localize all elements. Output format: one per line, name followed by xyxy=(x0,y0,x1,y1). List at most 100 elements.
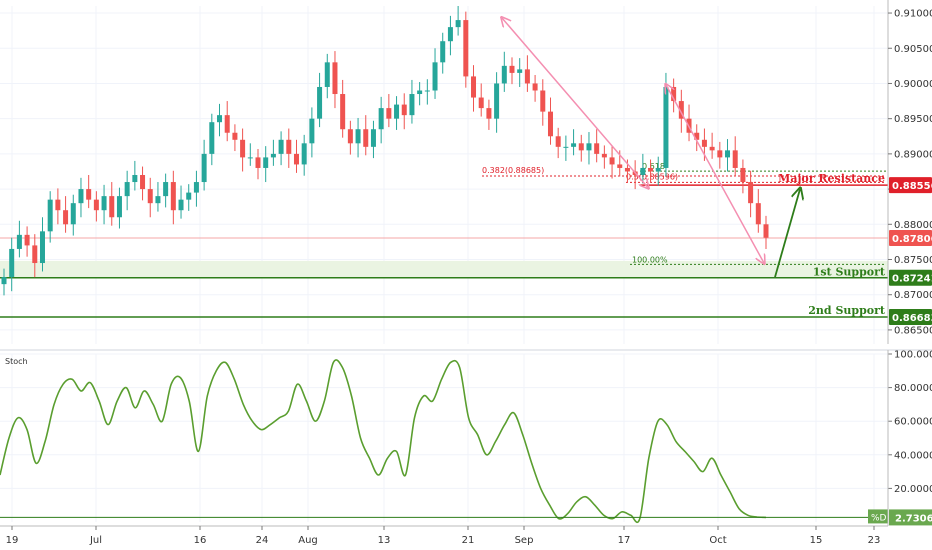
candle-body xyxy=(424,90,430,92)
candle-body xyxy=(555,136,561,147)
support-1-price-tag: 0.87241 xyxy=(889,269,932,286)
candle-body xyxy=(494,83,500,119)
candle-body xyxy=(655,167,661,172)
date-tick-label: 24 xyxy=(256,535,269,546)
stochastic-grid xyxy=(0,353,888,522)
date-tick-label: 21 xyxy=(462,535,475,546)
candle-body xyxy=(109,196,115,218)
support-2-tag-bg xyxy=(889,309,932,326)
major-resistance-label: Major Resistance xyxy=(778,172,885,185)
stochastic-tick-label: 20.0000 xyxy=(894,484,932,495)
candle-body xyxy=(455,20,461,28)
candle-body xyxy=(317,86,323,119)
price-panel[interactable]: 0.382(0.88685) 0.5(0.88596)0.618 100.00% M… xyxy=(0,6,888,344)
date-tick-label: 19 xyxy=(6,535,19,546)
candle-body xyxy=(32,245,38,264)
stochastic-tick-label: 40.0000 xyxy=(894,450,932,461)
candle-body xyxy=(209,122,215,154)
candle-body xyxy=(340,94,346,130)
current-tag-bg xyxy=(889,229,932,246)
candle-body xyxy=(16,234,22,249)
candle-body xyxy=(709,146,715,151)
date-tick-label: 23 xyxy=(868,535,881,546)
candle-body xyxy=(701,139,707,147)
candle-body xyxy=(270,153,276,158)
candle-body xyxy=(170,182,176,211)
candle-body xyxy=(717,150,723,158)
candle-body xyxy=(147,189,153,204)
price-tick-label: 0.86500 xyxy=(894,325,932,336)
current-price-tag: 0.87806 xyxy=(889,229,932,246)
date-tick-label: Aug xyxy=(298,535,318,546)
stochastic-series-tag-bg xyxy=(868,509,888,524)
candle-body xyxy=(463,20,469,77)
candle-body xyxy=(116,196,122,218)
candle-body xyxy=(624,167,630,172)
candle-body xyxy=(163,182,169,197)
stochastic-tick-label: 100.0000 xyxy=(894,350,932,361)
date-tick-label: Jul xyxy=(89,535,102,546)
candle-body xyxy=(9,248,15,278)
price-tick-label: 0.89500 xyxy=(894,114,932,125)
price-axis[interactable]: 0.91000 0.90500 0.90000 0.89500 0.89000 0.885… xyxy=(887,0,932,344)
fib-level-label: 0.382(0.88685) xyxy=(482,166,544,175)
candle-body xyxy=(332,62,338,95)
resistance-tag-bg xyxy=(889,177,932,194)
candle-body xyxy=(725,150,731,158)
candle-body xyxy=(293,153,299,165)
candle-body xyxy=(224,115,230,133)
candle-body xyxy=(663,86,669,168)
candle-body xyxy=(140,175,146,190)
price-tick-label: 0.87500 xyxy=(894,255,932,266)
candle-body xyxy=(286,139,292,154)
candle-body xyxy=(440,41,446,63)
candle-body xyxy=(232,132,238,140)
candle-body xyxy=(178,199,184,211)
candle-body xyxy=(78,189,84,204)
candle-body xyxy=(301,143,307,165)
candle-body xyxy=(347,129,353,144)
price-tick-label: 0.88000 xyxy=(894,220,932,231)
candle-body xyxy=(55,199,61,211)
candle-body xyxy=(471,76,477,98)
stochastic-tick-label: 60.0000 xyxy=(894,417,932,428)
candle-body xyxy=(324,62,330,87)
candle-body xyxy=(370,129,376,147)
candle-body xyxy=(509,65,515,73)
date-tick-label: Oct xyxy=(709,535,726,546)
date-tick-label: 15 xyxy=(810,535,823,546)
candle-body xyxy=(432,62,438,91)
stochastic-series-name: %D xyxy=(871,513,887,523)
price-tick-label: 0.90000 xyxy=(894,79,932,90)
projection-arrow xyxy=(774,189,800,278)
date-tick-label: 16 xyxy=(194,535,207,546)
date-tick-label: Sep xyxy=(515,535,534,546)
candle-body xyxy=(609,157,615,165)
candle-body xyxy=(517,69,523,73)
candle-body xyxy=(378,108,384,130)
candle-body xyxy=(601,153,607,158)
stochastic-series-tag: %D xyxy=(868,509,888,524)
stochastic-panel[interactable]: Stoch %D xyxy=(0,353,888,524)
price-tick-label: 0.91000 xyxy=(894,9,932,20)
candle-body xyxy=(409,94,415,116)
candle-body xyxy=(748,182,754,204)
stochastic-value-tag-bg xyxy=(889,509,932,526)
candle-body xyxy=(193,182,199,193)
price-tick-label: 0.90500 xyxy=(894,44,932,55)
price-tick-label: 0.89000 xyxy=(894,149,932,160)
candle-body xyxy=(394,104,400,119)
candle-body xyxy=(740,167,746,183)
candle-body xyxy=(617,164,623,168)
fib-level-label: 0.618 xyxy=(642,162,665,171)
candle-body xyxy=(70,203,76,225)
candle-body xyxy=(763,224,769,238)
candle-body xyxy=(355,129,361,144)
candle-body xyxy=(586,143,592,151)
date-axis[interactable]: 19 Jul 16 24 Aug 13 21 Sep 17 Oct 15 23 xyxy=(0,525,888,546)
stochastic-axis[interactable]: 100.0000 80.0000 60.0000 40.0000 20.0000 2.7… xyxy=(887,350,932,527)
candle-body xyxy=(24,234,30,246)
measure-arrow-2 xyxy=(666,85,764,263)
candle-body xyxy=(571,143,577,147)
